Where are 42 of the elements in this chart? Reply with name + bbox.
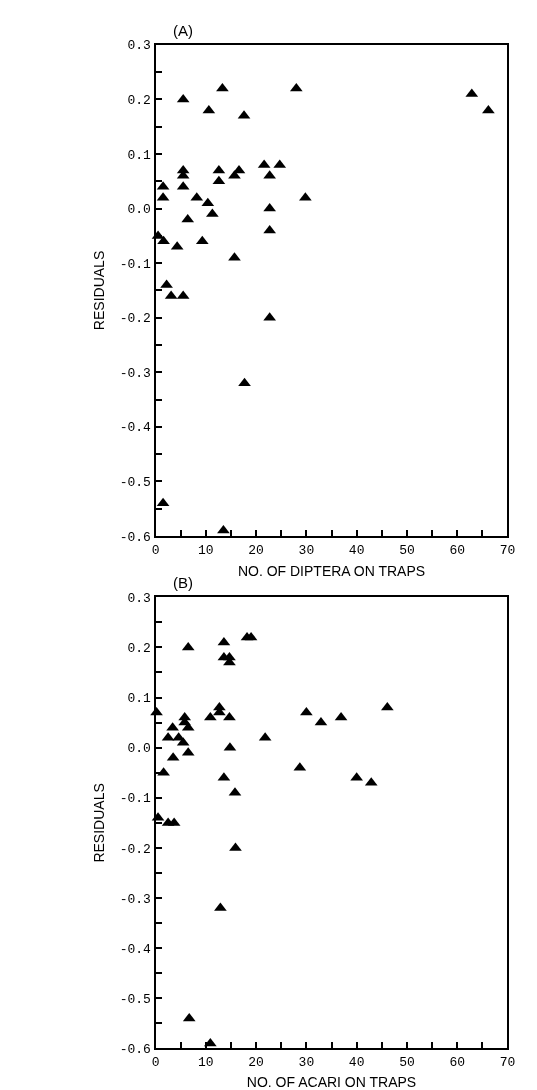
y-tick-label: -0.5 <box>119 474 151 490</box>
y-tick-label: 0.3 <box>127 590 151 606</box>
y-axis-title: RESIDUALS <box>90 250 107 331</box>
y-tick-label: 0.1 <box>127 147 152 163</box>
x-tick-label: 0 <box>151 1055 160 1071</box>
x-tick-label: 10 <box>198 542 214 558</box>
y-tick-label: 0.1 <box>127 691 152 707</box>
y-tick-label: -0.3 <box>119 365 151 381</box>
chart-title: (B) <box>173 574 193 591</box>
y-tick-label: -0.6 <box>119 529 151 545</box>
chart-title: (A) <box>173 22 193 39</box>
y-tick-label: -0.4 <box>119 420 152 436</box>
x-tick-label: 70 <box>499 542 516 558</box>
x-tick-label: 70 <box>499 1055 516 1071</box>
x-tick-label: 60 <box>449 1055 466 1071</box>
x-tick-label: 40 <box>348 1055 365 1071</box>
y-tick-label: -0.3 <box>119 891 151 907</box>
x-tick-label: 0 <box>151 542 160 558</box>
y-axis-title: RESIDUALS <box>90 783 107 863</box>
y-tick-label: 0.0 <box>127 741 151 757</box>
x-tick-label: 30 <box>298 542 315 558</box>
y-tick-label: -0.5 <box>119 991 151 1007</box>
x-axis-title: NO. OF ACARI ON TRAPS <box>246 1074 417 1090</box>
y-tick-label: 0.2 <box>127 640 151 656</box>
y-tick-label: 0.2 <box>127 93 151 109</box>
x-tick-label: 50 <box>399 1055 415 1071</box>
y-tick-label: -0.1 <box>119 791 152 807</box>
x-axis-title: NO. OF DIPTERA ON TRAPS <box>237 563 426 580</box>
y-tick-label: 0.3 <box>127 38 151 54</box>
x-tick-label: 30 <box>298 1055 315 1071</box>
y-tick-label: 0.0 <box>127 202 151 218</box>
x-tick-label: 40 <box>348 542 365 558</box>
y-tick-label: -0.1 <box>119 256 152 272</box>
y-tick-label: -0.6 <box>119 1042 151 1058</box>
x-tick-label: 20 <box>248 1055 264 1071</box>
y-tick-label: -0.2 <box>119 841 151 857</box>
x-tick-label: 60 <box>449 542 466 558</box>
x-tick-label: 20 <box>248 542 264 558</box>
x-tick-label: 10 <box>198 1055 214 1071</box>
y-tick-label: -0.2 <box>119 311 151 327</box>
x-tick-label: 50 <box>399 542 415 558</box>
y-tick-label: -0.4 <box>119 941 152 957</box>
